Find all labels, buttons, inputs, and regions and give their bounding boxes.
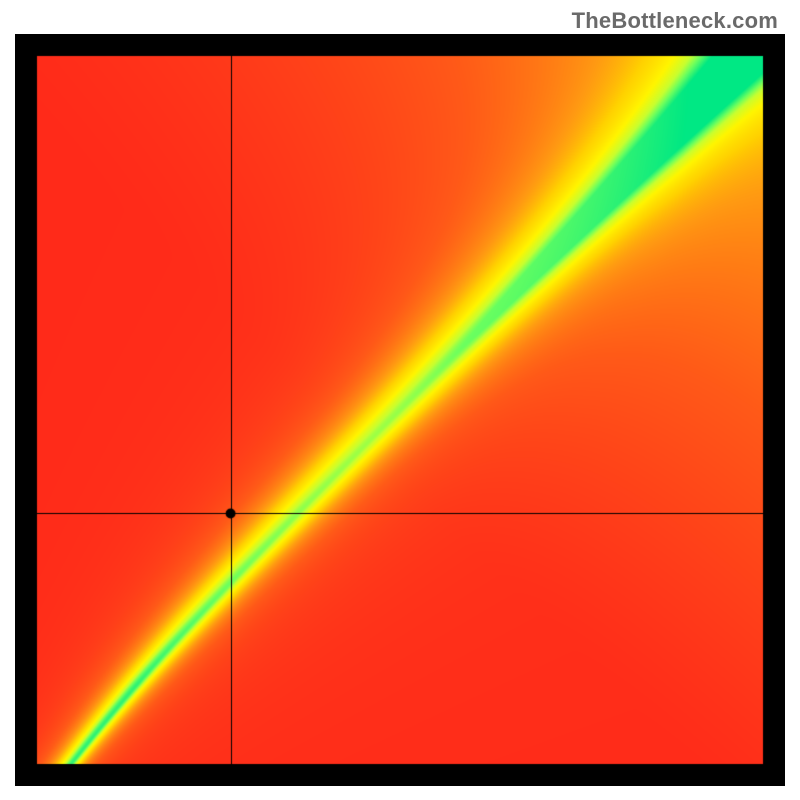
- heatmap-canvas: [15, 34, 785, 786]
- heatmap-chart: [15, 34, 785, 786]
- watermark-text: TheBottleneck.com: [572, 8, 778, 34]
